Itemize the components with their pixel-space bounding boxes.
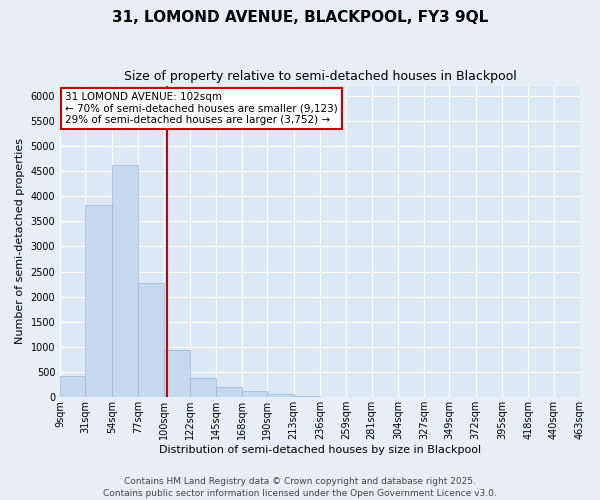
Bar (138, 282, 164, 398)
Text: Contains HM Land Registry data © Crown copyright and database right 2025.
Contai: Contains HM Land Registry data © Crown c… (103, 476, 497, 498)
X-axis label: Distribution of semi-detached houses by size in Blackpool: Distribution of semi-detached houses by … (159, 445, 481, 455)
Bar (242, 391, 268, 398)
Bar (268, 394, 294, 398)
Text: 31 LOMOND AVENUE: 102sqm
← 70% of semi-detached houses are smaller (9,123)
29% o: 31 LOMOND AVENUE: 102sqm ← 70% of semi-d… (65, 92, 338, 125)
Bar (60, 376, 85, 398)
Bar (190, 378, 216, 398)
Bar (112, 165, 138, 398)
Bar (164, 350, 190, 398)
Y-axis label: Number of semi-detached properties: Number of semi-detached properties (15, 138, 25, 344)
Bar (85, 205, 112, 398)
Bar (294, 396, 320, 398)
Text: 31, LOMOND AVENUE, BLACKPOOL, FY3 9QL: 31, LOMOND AVENUE, BLACKPOOL, FY3 9QL (112, 10, 488, 25)
Bar (320, 397, 346, 398)
Bar (216, 387, 242, 398)
Title: Size of property relative to semi-detached houses in Blackpool: Size of property relative to semi-detach… (124, 70, 517, 83)
